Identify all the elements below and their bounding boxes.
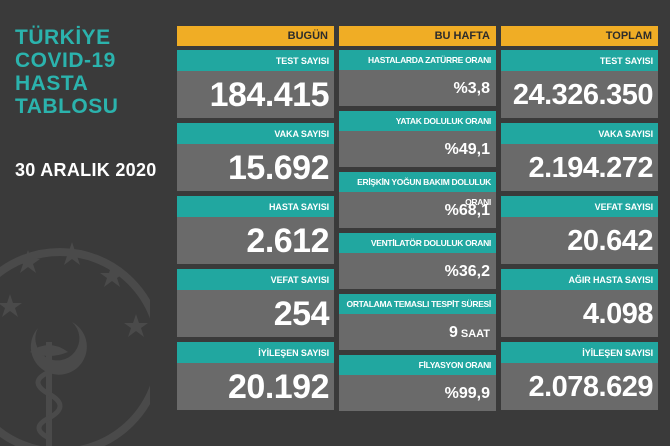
stat-value: 15.692 bbox=[177, 144, 334, 191]
rate-card: YATAK DOLULUK ORANI %49,1 bbox=[339, 111, 496, 167]
rate-card: HASTALARDA ZATÜRRE ORANI %3,8 bbox=[339, 50, 496, 106]
stat-label: İYİLEŞEN SAYISI bbox=[177, 342, 334, 363]
stat-card: AĞIR HASTA SAYISI 4.098 bbox=[501, 269, 658, 337]
rate-value: %68,1 bbox=[339, 192, 496, 228]
stat-value: 2.194.272 bbox=[501, 144, 658, 191]
rate-label: VENTİLATÖR DOLULUK ORANI bbox=[339, 233, 496, 253]
title-line: COVID-19 bbox=[15, 49, 116, 72]
stat-value: 2.078.629 bbox=[501, 363, 658, 410]
stat-card: TEST SAYISI 184.415 bbox=[177, 50, 334, 118]
rate-value: 9 SAAT bbox=[339, 314, 496, 350]
rate-card: VENTİLATÖR DOLULUK ORANI %36,2 bbox=[339, 233, 496, 289]
this-week-header: BU HAFTA bbox=[339, 26, 496, 46]
stat-card: HASTA SAYISI 2.612 bbox=[177, 196, 334, 264]
stat-value: 20.192 bbox=[177, 363, 334, 410]
rate-value: %36,2 bbox=[339, 253, 496, 289]
stat-card: VAKA SAYISI 15.692 bbox=[177, 123, 334, 191]
stat-label: TEST SAYISI bbox=[501, 50, 658, 71]
stat-value: 184.415 bbox=[177, 71, 334, 118]
stat-label: AĞIR HASTA SAYISI bbox=[501, 269, 658, 290]
rate-card: FİLYASYON ORANI %99,9 bbox=[339, 355, 496, 411]
stat-label: VEFAT SAYISI bbox=[177, 269, 334, 290]
stat-label: HASTA SAYISI bbox=[177, 196, 334, 217]
rate-card: ERİŞKİN YOĞUN BAKIM DOLULUK ORANI %68,1 bbox=[339, 172, 496, 228]
report-date: 30 ARALIK 2020 bbox=[15, 160, 157, 180]
stat-card: VEFAT SAYISI 254 bbox=[177, 269, 334, 337]
stat-value: 2.612 bbox=[177, 217, 334, 264]
page-title: TÜRKİYE COVID-19 HASTA TABLOSU bbox=[15, 26, 118, 118]
stat-label: TEST SAYISI bbox=[177, 50, 334, 71]
total-column: TOPLAM TEST SAYISI 24.326.350 VAKA SAYIS… bbox=[501, 26, 658, 415]
today-column: BUGÜN TEST SAYISI 184.415 VAKA SAYISI 15… bbox=[177, 26, 334, 415]
title-line: HASTA bbox=[15, 72, 89, 95]
stat-label: İYİLEŞEN SAYISI bbox=[501, 342, 658, 363]
ministry-of-health-emblem-icon bbox=[0, 242, 150, 446]
rate-card: ORTALAMA TEMASLI TESPİT SÜRESİ 9 SAAT bbox=[339, 294, 496, 350]
stat-card: VEFAT SAYISI 20.642 bbox=[501, 196, 658, 264]
total-header: TOPLAM bbox=[501, 26, 658, 46]
rate-value-number: 9 bbox=[448, 324, 458, 341]
today-header: BUGÜN bbox=[177, 26, 334, 46]
stat-label: VAKA SAYISI bbox=[501, 123, 658, 144]
stat-label: VAKA SAYISI bbox=[177, 123, 334, 144]
rate-value-unit: SAAT bbox=[460, 328, 490, 340]
rate-value: %49,1 bbox=[339, 131, 496, 167]
rate-label: ERİŞKİN YOĞUN BAKIM DOLULUK ORANI bbox=[339, 172, 496, 207]
stat-label: VEFAT SAYISI bbox=[501, 196, 658, 217]
stat-card: VAKA SAYISI 2.194.272 bbox=[501, 123, 658, 191]
rate-label: ORTALAMA TEMASLI TESPİT SÜRESİ bbox=[339, 294, 496, 314]
stat-value: 254 bbox=[177, 290, 334, 337]
stat-value: 4.098 bbox=[501, 290, 658, 337]
stat-value: 24.326.350 bbox=[501, 71, 658, 118]
title-line: TÜRKİYE bbox=[15, 26, 111, 49]
rate-value: %99,9 bbox=[339, 375, 496, 411]
stat-card: İYİLEŞEN SAYISI 20.192 bbox=[177, 342, 334, 410]
rate-label: FİLYASYON ORANI bbox=[339, 355, 496, 375]
stat-value: 20.642 bbox=[501, 217, 658, 264]
stat-card: İYİLEŞEN SAYISI 2.078.629 bbox=[501, 342, 658, 410]
rate-label: YATAK DOLULUK ORANI bbox=[339, 111, 496, 131]
stat-card: TEST SAYISI 24.326.350 bbox=[501, 50, 658, 118]
rate-label: HASTALARDA ZATÜRRE ORANI bbox=[339, 50, 496, 70]
this-week-column: BU HAFTA HASTALARDA ZATÜRRE ORANI %3,8 Y… bbox=[339, 26, 496, 416]
rate-value: %3,8 bbox=[339, 70, 496, 106]
title-line: TABLOSU bbox=[15, 95, 119, 118]
